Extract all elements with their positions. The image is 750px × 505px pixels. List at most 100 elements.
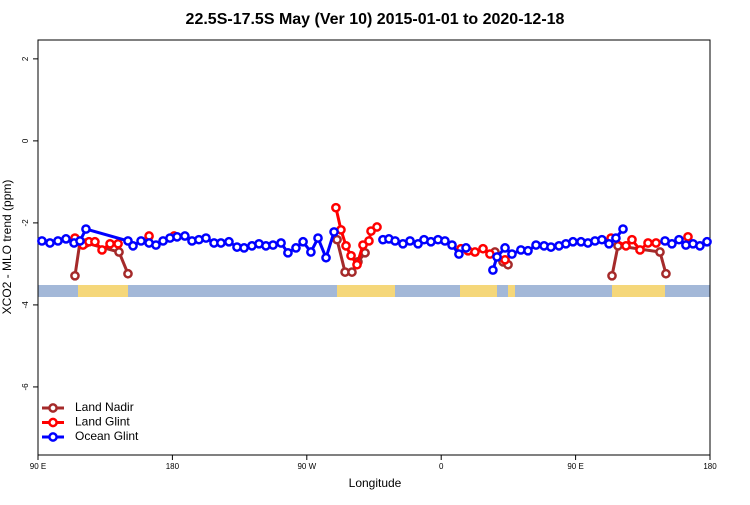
data-point (454, 249, 464, 259)
legend-marker (48, 403, 58, 413)
data-point (346, 250, 356, 261)
data-point (283, 247, 293, 258)
data-point (70, 270, 80, 281)
data-point (151, 240, 161, 250)
data-point (447, 240, 457, 250)
data-point (123, 268, 133, 279)
legend-label: Land Nadir (75, 400, 134, 414)
data-point (291, 243, 301, 253)
data-point (45, 238, 55, 248)
y-tick-label: -2 (21, 219, 30, 227)
y-tick-label: -6 (21, 383, 30, 391)
data-point (643, 238, 653, 248)
plot-frame (37, 39, 711, 456)
data-point (461, 243, 471, 253)
land-segment (460, 285, 497, 297)
x-tick-label: 90 W (297, 462, 316, 471)
data-point (75, 236, 85, 246)
data-point (683, 231, 693, 242)
y-axis-label: XCO2 - MLO trend (ppm) (0, 180, 14, 315)
data-point (331, 202, 341, 213)
data-point (523, 245, 533, 256)
data-point (627, 234, 637, 245)
data-point (635, 245, 645, 255)
data-point (347, 267, 357, 277)
land-segment (78, 285, 128, 297)
data-point (114, 247, 124, 257)
land-segment (612, 285, 665, 297)
data-point (674, 234, 684, 245)
land-segment (508, 285, 515, 297)
data-point (507, 249, 517, 259)
data-point (298, 236, 308, 247)
y-tick-label: 0 (21, 138, 30, 143)
data-point (390, 236, 400, 246)
data-point (492, 252, 502, 262)
data-point (97, 245, 107, 255)
data-point (661, 268, 671, 279)
data-point (224, 236, 234, 247)
data-point (470, 247, 480, 257)
data-point (611, 233, 621, 243)
data-point (500, 254, 510, 265)
data-point (128, 241, 138, 251)
data-point (321, 252, 331, 263)
data-point (651, 238, 661, 248)
chart-title: 22.5S-17.5S May (Ver 10) 2015-01-01 to 2… (186, 11, 565, 28)
data-point (61, 234, 71, 244)
data-point (105, 238, 115, 249)
land-segment (337, 285, 395, 297)
data-point (531, 240, 541, 250)
data-point (239, 243, 249, 253)
data-point (276, 238, 286, 248)
y-tick-label: -4 (21, 301, 30, 309)
data-point (702, 236, 712, 247)
data-point (37, 236, 47, 246)
data-point (329, 227, 339, 237)
data-point (332, 234, 342, 245)
x-tick-label: 180 (703, 462, 717, 471)
data-point (488, 265, 498, 275)
data-point (478, 243, 488, 254)
data-point (655, 247, 665, 257)
data-point (53, 236, 63, 246)
data-point (90, 236, 100, 247)
data-point (81, 224, 91, 234)
data-point (667, 238, 677, 249)
data-point (597, 234, 607, 245)
legend-label: Land Glint (75, 415, 130, 429)
x-axis-label: Longitude (349, 476, 402, 490)
data-point (352, 259, 362, 270)
data-point (618, 224, 628, 234)
data-point (201, 233, 211, 243)
data-point (604, 238, 614, 249)
data-point (568, 236, 578, 247)
legend-label: Ocean Glint (75, 429, 139, 443)
data-point (372, 222, 382, 232)
data-point (313, 233, 323, 243)
data-point (306, 247, 316, 257)
legend-marker (48, 432, 58, 442)
legend-marker (48, 417, 58, 428)
data-point (546, 242, 556, 252)
data-point (172, 231, 182, 242)
data-point (607, 270, 617, 281)
data-point (341, 241, 351, 251)
data-point (216, 238, 226, 248)
data-point (268, 240, 278, 250)
data-point (113, 238, 123, 249)
data-point (405, 236, 415, 246)
data-point (136, 236, 146, 246)
data-point (364, 236, 374, 246)
surface-strip (38, 285, 710, 297)
x-tick-label: 0 (439, 462, 444, 471)
data-point (695, 241, 705, 251)
data-point (440, 236, 450, 246)
x-tick-label: 90 E (30, 462, 46, 471)
data-point (500, 243, 510, 253)
x-tick-label: 180 (166, 462, 180, 471)
y-tick-label: 2 (21, 56, 30, 61)
data-point (621, 241, 631, 251)
